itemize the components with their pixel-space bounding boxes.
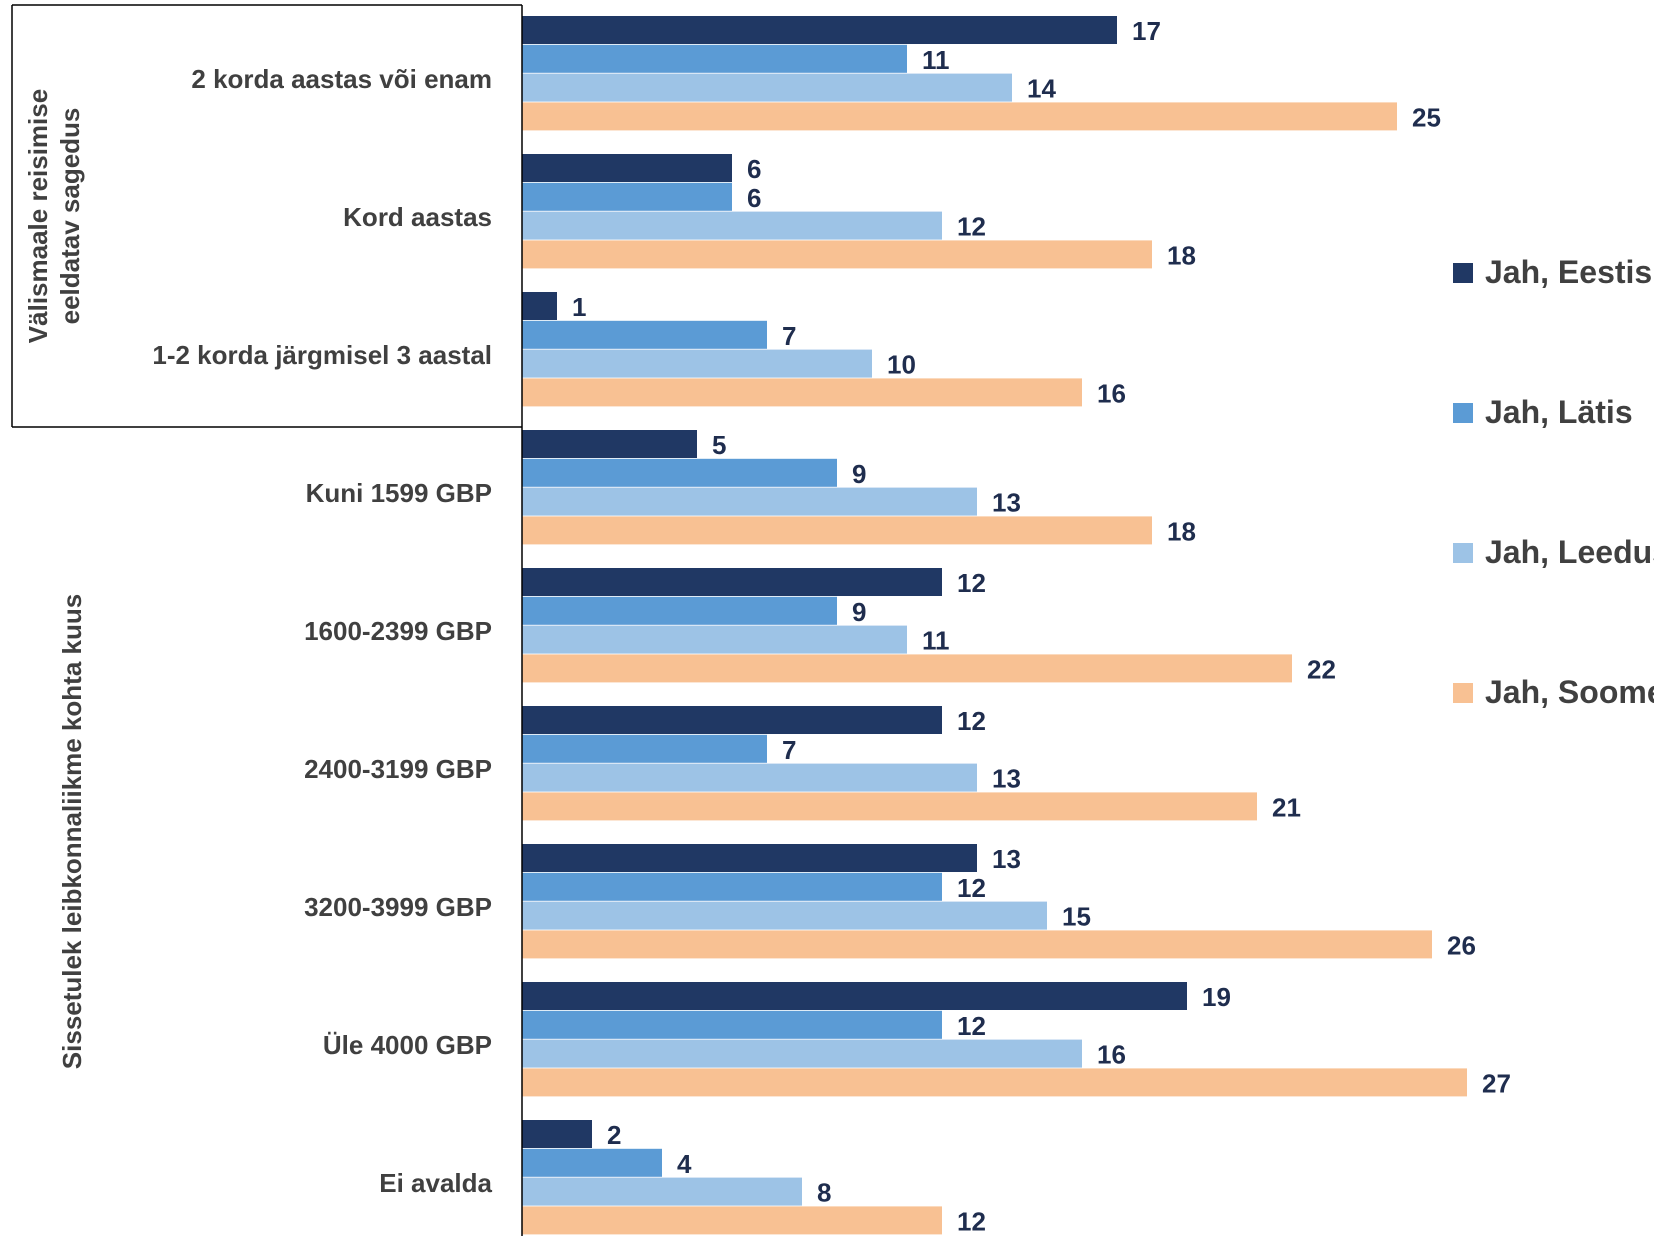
bar xyxy=(522,292,557,320)
category-label: Ei avalda xyxy=(379,1168,492,1198)
category-label: 2400-3199 GBP xyxy=(304,754,492,784)
data-label: 9 xyxy=(852,597,866,627)
bar xyxy=(522,596,837,625)
bar xyxy=(522,378,1082,407)
bar xyxy=(522,102,1397,131)
category-label: Kuni 1599 GBP xyxy=(306,478,492,508)
legend-swatch xyxy=(1453,403,1473,423)
bar xyxy=(522,430,697,458)
bar xyxy=(522,349,872,378)
bar xyxy=(522,706,942,734)
bar xyxy=(522,458,837,487)
legend-label: Jah, Soomes xyxy=(1485,674,1654,710)
bar xyxy=(522,1010,942,1039)
bar xyxy=(522,1068,1467,1097)
bar xyxy=(522,1039,1082,1068)
bar xyxy=(522,792,1257,821)
data-label: 12 xyxy=(957,212,986,242)
data-label: 4 xyxy=(677,1149,692,1179)
data-label: 11 xyxy=(922,626,950,656)
data-label: 1 xyxy=(572,292,586,322)
group-label: Sissetulek leibkonnaliikme kohta kuus xyxy=(57,594,87,1069)
bar xyxy=(522,654,1292,683)
bar xyxy=(522,763,977,792)
legend-swatch xyxy=(1453,543,1473,563)
data-label: 7 xyxy=(782,735,796,765)
category-label: Kord aastas xyxy=(343,202,492,232)
bar xyxy=(522,73,1012,102)
bar xyxy=(522,872,942,901)
data-label: 22 xyxy=(1307,654,1336,684)
bar xyxy=(522,734,767,763)
data-label: 14 xyxy=(1027,74,1056,104)
data-label: 15 xyxy=(1062,902,1091,932)
data-label: 19 xyxy=(1202,982,1231,1012)
bar xyxy=(522,240,1152,269)
data-label: 13 xyxy=(992,764,1021,794)
bar xyxy=(522,182,732,211)
data-label: 16 xyxy=(1097,1040,1126,1070)
data-label: 27 xyxy=(1482,1068,1511,1098)
bar xyxy=(522,982,1187,1010)
bar xyxy=(522,516,1152,545)
bar xyxy=(522,1148,662,1177)
bar xyxy=(522,901,1047,930)
bar xyxy=(522,1177,802,1206)
bar xyxy=(522,1206,942,1235)
data-label: 7 xyxy=(782,321,796,351)
legend-label: Jah, Leedus xyxy=(1485,534,1654,570)
legend-swatch xyxy=(1453,683,1473,703)
data-label: 5 xyxy=(712,430,726,460)
category-label: 1-2 korda järgmisel 3 aastal xyxy=(152,340,492,370)
category-label: 1600-2399 GBP xyxy=(304,616,492,646)
data-label: 18 xyxy=(1167,516,1196,546)
bar xyxy=(522,930,1432,959)
data-label: 12 xyxy=(957,706,986,736)
data-label: 12 xyxy=(957,568,986,598)
bar xyxy=(522,211,942,240)
data-label: 12 xyxy=(957,1011,986,1041)
bar xyxy=(522,844,977,872)
data-label: 10 xyxy=(887,350,916,380)
category-label: 2 korda aastas või enam xyxy=(191,64,492,94)
data-label: 13 xyxy=(992,844,1021,874)
bar xyxy=(522,154,732,182)
data-label: 2 xyxy=(607,1120,621,1150)
bar xyxy=(522,487,977,516)
data-label: 11 xyxy=(922,45,950,75)
data-label: 21 xyxy=(1272,792,1301,822)
legend-swatch xyxy=(1453,263,1473,283)
data-label: 18 xyxy=(1167,240,1196,270)
bar xyxy=(522,44,907,73)
category-label: 3200-3999 GBP xyxy=(304,892,492,922)
data-label: 12 xyxy=(957,873,986,903)
bar xyxy=(522,568,942,596)
data-label: 13 xyxy=(992,488,1021,518)
data-label: 16 xyxy=(1097,378,1126,408)
bar xyxy=(522,320,767,349)
data-label: 26 xyxy=(1447,930,1476,960)
bar xyxy=(522,1120,592,1148)
group-label: Välismaale reisimise xyxy=(23,89,53,343)
data-label: 6 xyxy=(747,183,761,213)
bar xyxy=(522,625,907,654)
bar xyxy=(522,16,1117,44)
data-label: 6 xyxy=(747,154,761,184)
data-label: 25 xyxy=(1412,102,1441,132)
legend-label: Jah, Eestis xyxy=(1485,254,1652,290)
group-label: eeldatav sagedus xyxy=(55,108,85,325)
legend-label: Jah, Lätis xyxy=(1485,394,1633,430)
data-label: 8 xyxy=(817,1178,831,1208)
data-label: 12 xyxy=(957,1206,986,1236)
data-label: 9 xyxy=(852,459,866,489)
data-label: 17 xyxy=(1132,16,1161,46)
category-label: Üle 4000 GBP xyxy=(323,1030,492,1060)
